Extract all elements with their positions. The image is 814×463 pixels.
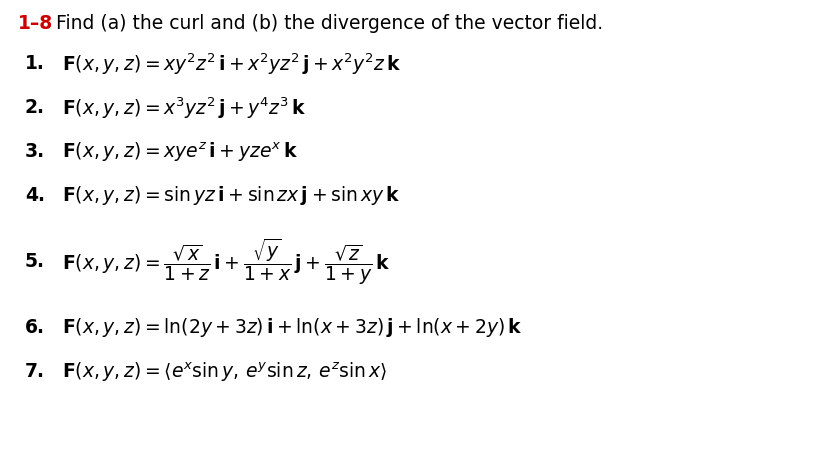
Text: $\mathbf{F}(x, y, z) = \sin yz\,\mathbf{i} + \sin zx\,\mathbf{j} + \sin xy\,\mat: $\mathbf{F}(x, y, z) = \sin yz\,\mathbf{… bbox=[62, 184, 400, 207]
Text: $\mathbf{F}(x, y, z) = \dfrac{\sqrt{x}}{1+z}\,\mathbf{i} + \dfrac{\sqrt{y}}{1+x}: $\mathbf{F}(x, y, z) = \dfrac{\sqrt{x}}{… bbox=[62, 236, 391, 287]
Text: $\mathbf{F}(x, y, z) = \langle e^x \sin y,\, e^y \sin z,\, e^z \sin x \rangle$: $\mathbf{F}(x, y, z) = \langle e^x \sin … bbox=[62, 360, 387, 383]
Text: $\mathbf{F}(x, y, z) = \ln(2y + 3z)\,\mathbf{i} + \ln(x + 3z)\,\mathbf{j} + \ln(: $\mathbf{F}(x, y, z) = \ln(2y + 3z)\,\ma… bbox=[62, 316, 523, 339]
Text: 6.: 6. bbox=[25, 318, 45, 337]
Text: Find (a) the curl and (b) the divergence of the vector field.: Find (a) the curl and (b) the divergence… bbox=[50, 14, 603, 33]
Text: 5.: 5. bbox=[25, 252, 45, 271]
Text: 1–8: 1–8 bbox=[18, 14, 53, 33]
Text: $\mathbf{F}(x, y, z) = xy^2z^2\,\mathbf{i} + x^2yz^2\,\mathbf{j} + x^2y^2z\,\mat: $\mathbf{F}(x, y, z) = xy^2z^2\,\mathbf{… bbox=[62, 51, 401, 76]
Text: 4.: 4. bbox=[25, 186, 45, 205]
Text: 3.: 3. bbox=[25, 142, 45, 161]
Text: $\mathbf{F}(x, y, z) = x^3yz^2\,\mathbf{j} + y^4z^3\,\mathbf{k}$: $\mathbf{F}(x, y, z) = x^3yz^2\,\mathbf{… bbox=[62, 95, 306, 120]
Text: 7.: 7. bbox=[25, 362, 45, 381]
Text: 1.: 1. bbox=[25, 54, 45, 73]
Text: 2.: 2. bbox=[25, 98, 45, 117]
Text: $\mathbf{F}(x, y, z) = xye^z\,\mathbf{i} + yze^x\,\mathbf{k}$: $\mathbf{F}(x, y, z) = xye^z\,\mathbf{i}… bbox=[62, 140, 298, 163]
